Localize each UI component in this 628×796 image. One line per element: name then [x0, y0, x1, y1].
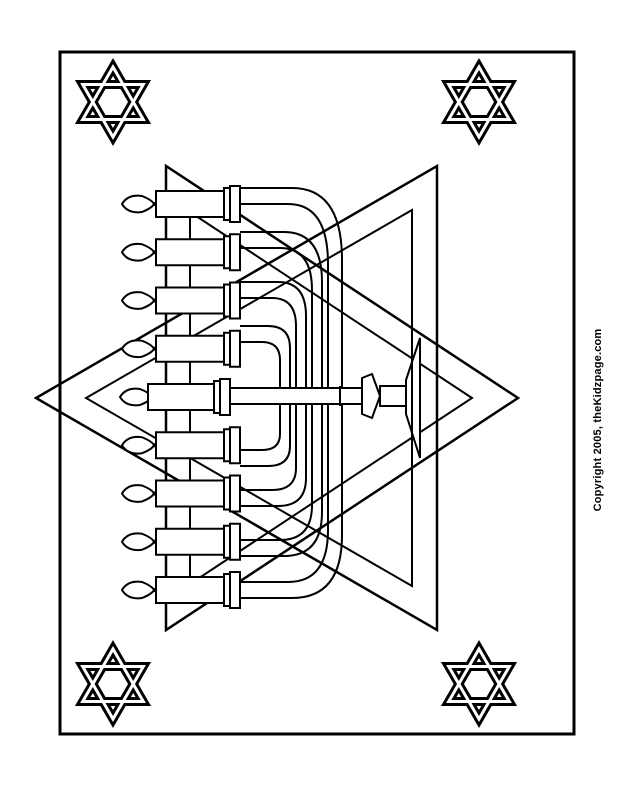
candle-holder-rim	[213, 380, 221, 414]
candle-body	[155, 576, 231, 604]
candle-holder	[229, 281, 241, 320]
candle-holder	[229, 522, 241, 561]
candle-holder-rim	[223, 187, 231, 221]
menorah-base	[405, 337, 421, 459]
candle-6	[120, 426, 241, 465]
candle-body	[155, 238, 231, 267]
candle-body	[147, 383, 221, 411]
menorah-candles	[118, 185, 241, 609]
candle-body	[155, 334, 231, 363]
candle-holder	[229, 185, 241, 223]
corner-star-bottom-right-icon	[440, 639, 518, 729]
corner-star-top-left-icon	[74, 57, 152, 147]
candle-holder-rim	[223, 283, 231, 318]
candle-body	[155, 190, 231, 218]
candle-holder	[229, 233, 241, 272]
candle-holder	[229, 329, 241, 368]
candle-holder-rim	[223, 428, 231, 463]
candle-holder-rim	[223, 573, 231, 607]
candle-holder-rim	[223, 235, 231, 270]
candle-4	[120, 329, 241, 368]
candle-body	[155, 286, 231, 315]
corner-star-bottom-left-icon	[74, 639, 152, 729]
candle-body	[155, 479, 231, 508]
candle-holder	[229, 426, 241, 465]
candle-7	[120, 474, 241, 513]
candle-holder	[229, 571, 241, 609]
corner-star-top-right-icon	[440, 57, 518, 147]
candle-9	[120, 571, 241, 609]
candle-1	[120, 185, 241, 223]
candle-holder-rim	[223, 331, 231, 366]
candle-3	[120, 281, 241, 320]
candle-body	[155, 431, 231, 460]
candle-body	[155, 527, 231, 556]
candle-8	[120, 522, 241, 561]
candle-2	[120, 233, 241, 272]
copyright-notice: Copyright 2005, theKidzpage.com	[592, 328, 604, 512]
candle-holder-rim	[223, 524, 231, 559]
candle-5	[118, 378, 231, 416]
candle-holder-rim	[223, 476, 231, 511]
candle-holder	[229, 474, 241, 513]
candle-holder	[219, 378, 231, 416]
